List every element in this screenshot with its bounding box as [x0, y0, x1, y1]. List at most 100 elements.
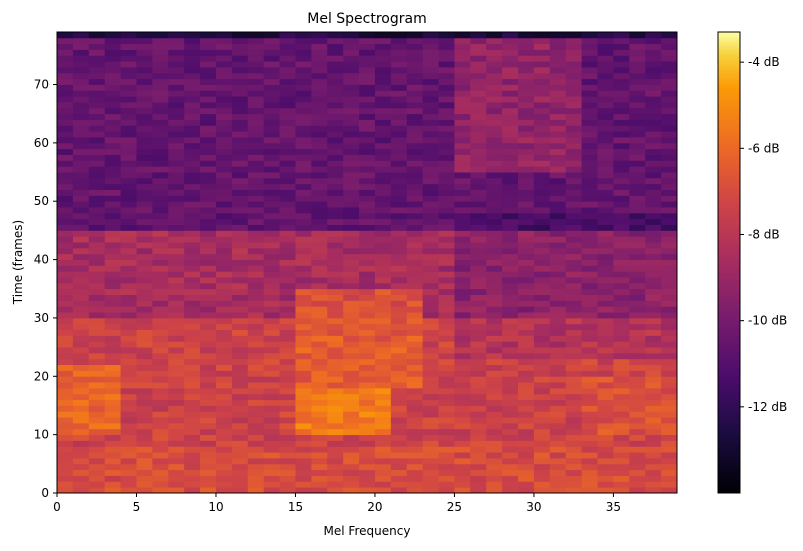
- heatmap-cell: [374, 207, 392, 214]
- heatmap-cell: [359, 335, 376, 342]
- heatmap-cell: [502, 102, 519, 109]
- heatmap-cell: [168, 382, 185, 389]
- heatmap-cell: [454, 242, 471, 249]
- heatmap-cell: [57, 370, 74, 377]
- heatmap-cell: [422, 440, 439, 447]
- heatmap-cell: [72, 411, 90, 418]
- heatmap-cell: [549, 37, 567, 45]
- heatmap-cell: [374, 370, 392, 377]
- heatmap-cell: [486, 300, 503, 307]
- heatmap-cell: [327, 96, 344, 103]
- heatmap-cell: [168, 417, 185, 424]
- heatmap-cell: [295, 265, 312, 272]
- heatmap-cell: [470, 446, 487, 453]
- heatmap-cell: [215, 288, 233, 295]
- heatmap-cell: [502, 242, 519, 249]
- heatmap-cell: [263, 37, 280, 45]
- heatmap-cell: [454, 67, 471, 74]
- heatmap-cell: [597, 481, 614, 488]
- heatmap-cell: [247, 452, 265, 459]
- heatmap-cell: [486, 212, 503, 220]
- heatmap-cell: [343, 32, 360, 39]
- heatmap-cell: [470, 434, 487, 441]
- heatmap-cell: [263, 259, 280, 266]
- heatmap-cell: [343, 166, 360, 173]
- heatmap-cell: [231, 107, 249, 115]
- heatmap-cell: [311, 160, 328, 167]
- heatmap-cell: [120, 259, 137, 266]
- heatmap-cell: [184, 96, 201, 103]
- heatmap-cell: [422, 487, 439, 494]
- heatmap-cell: [263, 457, 280, 465]
- heatmap-cell: [263, 154, 280, 161]
- heatmap-cell: [374, 376, 392, 383]
- heatmap-cell: [645, 335, 662, 342]
- heatmap-cell: [613, 282, 630, 290]
- heatmap-cell: [454, 142, 471, 150]
- heatmap-cell: [502, 428, 519, 436]
- heatmap-cell: [502, 487, 519, 494]
- heatmap-cell: [454, 189, 471, 196]
- heatmap-cell: [200, 481, 217, 488]
- heatmap-cell: [502, 452, 519, 459]
- heatmap-cell: [486, 119, 503, 126]
- heatmap-cell: [200, 43, 217, 50]
- heatmap-cell: [136, 32, 153, 39]
- heatmap-cell: [327, 148, 344, 155]
- heatmap-cell: [152, 487, 169, 494]
- heatmap-cell: [359, 154, 376, 161]
- heatmap-cell: [390, 201, 408, 208]
- heatmap-cell: [597, 422, 614, 430]
- heatmap-cell: [454, 148, 471, 155]
- heatmap-cell: [486, 382, 503, 389]
- heatmap-cell: [581, 440, 598, 447]
- heatmap-cell: [57, 67, 74, 74]
- heatmap-cell: [454, 113, 471, 120]
- heatmap-cell: [406, 102, 424, 109]
- heatmap-cell: [438, 358, 455, 366]
- heatmap-cell: [88, 382, 106, 389]
- heatmap-cell: [374, 411, 392, 418]
- heatmap-cell: [263, 207, 280, 214]
- heatmap-cell: [279, 177, 296, 185]
- heatmap-cell: [406, 306, 424, 313]
- heatmap-cell: [629, 189, 646, 196]
- heatmap-cell: [374, 102, 392, 109]
- heatmap-cell: [72, 131, 90, 138]
- heatmap-cell: [279, 154, 296, 161]
- heatmap-cell: [454, 411, 471, 418]
- heatmap-cell: [231, 422, 249, 430]
- heatmap-cell: [152, 306, 169, 313]
- heatmap-cell: [263, 329, 280, 336]
- heatmap-cell: [406, 323, 424, 331]
- heatmap-cell: [168, 177, 185, 185]
- heatmap-cell: [88, 131, 106, 138]
- heatmap-cell: [502, 387, 519, 395]
- heatmap-cell: [629, 469, 646, 476]
- heatmap-cell: [136, 370, 153, 377]
- heatmap-cell: [231, 288, 249, 295]
- heatmap-cell: [422, 457, 439, 465]
- heatmap-cell: [359, 282, 376, 290]
- heatmap-cell: [327, 393, 344, 401]
- heatmap-cell: [390, 131, 408, 138]
- heatmap-cell: [215, 49, 233, 56]
- heatmap-cell: [327, 329, 344, 336]
- heatmap-cell: [72, 457, 90, 465]
- heatmap-cell: [518, 487, 535, 494]
- heatmap-cell: [295, 411, 312, 418]
- heatmap-cell: [406, 487, 424, 494]
- heatmap-cell: [470, 382, 487, 389]
- heatmap-cell: [168, 440, 185, 447]
- heatmap-cell: [215, 37, 233, 45]
- heatmap-cell: [518, 96, 535, 103]
- heatmap-cell: [486, 43, 503, 50]
- heatmap-cell: [613, 195, 630, 202]
- heatmap-cell: [581, 195, 598, 202]
- heatmap-cell: [406, 405, 424, 412]
- heatmap-cell: [422, 370, 439, 377]
- heatmap-cell: [406, 113, 424, 120]
- heatmap-cell: [200, 177, 217, 185]
- heatmap-cell: [152, 335, 169, 342]
- heatmap-cell: [581, 242, 598, 249]
